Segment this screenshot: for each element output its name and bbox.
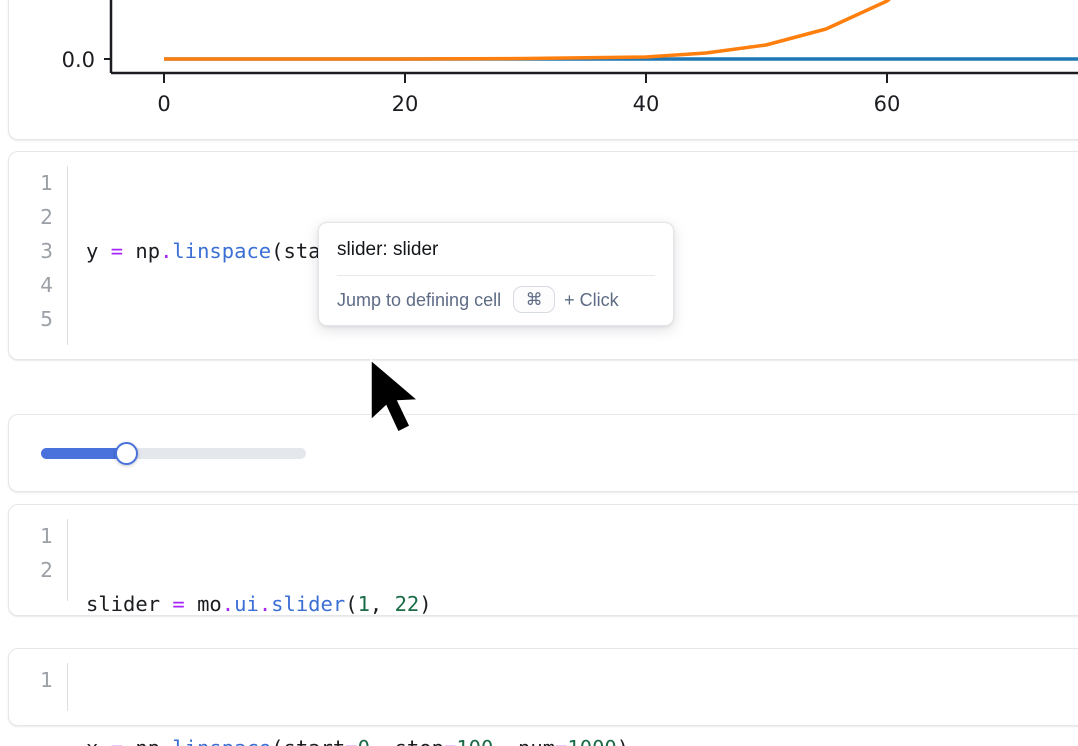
chart-svg: 0.0 0 20 40 60 bbox=[62, 0, 1078, 116]
line-number: 1 bbox=[40, 668, 53, 692]
mouse-cursor-icon bbox=[368, 358, 428, 441]
code-token: slider bbox=[271, 592, 346, 616]
command-key-badge: ⌘ bbox=[513, 286, 556, 313]
plot-output-cell[interactable]: 0.0 0 20 40 60 bbox=[8, 0, 1078, 140]
code-token: mo bbox=[184, 592, 222, 616]
slider-thumb[interactable] bbox=[114, 442, 138, 465]
code-token: . bbox=[221, 592, 235, 616]
line-number-gutter: 1 2 3 4 5 bbox=[9, 166, 67, 345]
code-editor-body[interactable]: x = np.linspace(start=0, stop=100, num=1… bbox=[67, 663, 629, 746]
tooltip-title: slider: slider bbox=[337, 239, 439, 260]
code-token: ) bbox=[617, 736, 629, 746]
line-number: 1 bbox=[40, 171, 53, 195]
line-number: 2 bbox=[40, 205, 53, 229]
tooltip-footer: Jump to defining cell ⌘ + Click bbox=[337, 286, 655, 313]
code-token: linspace bbox=[172, 736, 271, 746]
code-line[interactable]: x = np.linspace(start=0, stop=100, num=1… bbox=[86, 731, 629, 746]
code-cell-slider-def[interactable]: 1 2 slider = mo.ui.slider(1, 22) slider bbox=[8, 504, 1078, 718]
line-number: 5 bbox=[40, 307, 53, 331]
tooltip-divider bbox=[337, 275, 655, 276]
code-editor-body[interactable]: slider = mo.ui.slider(1, 22) slider bbox=[67, 519, 432, 718]
code-token: linspace bbox=[172, 239, 272, 263]
line-number: 3 bbox=[40, 239, 53, 263]
line-number: 1 bbox=[40, 524, 53, 548]
series-line-orange bbox=[164, 0, 892, 61]
cursor-arrow-icon bbox=[370, 358, 420, 434]
line-number-gutter: 1 2 bbox=[9, 519, 67, 601]
code-line[interactable] bbox=[86, 336, 629, 370]
line-number: 4 bbox=[40, 273, 53, 297]
variable-hover-tooltip: slider: slider Jump to defining cell ⌘ +… bbox=[318, 222, 674, 326]
x-tick-label-40: 40 bbox=[633, 92, 660, 116]
x-tick-label-0: 0 bbox=[157, 92, 170, 116]
code-token: (start bbox=[271, 736, 345, 746]
matplotlib-figure: 0.0 0 20 40 60 bbox=[9, 0, 1078, 139]
code-token: ( bbox=[345, 592, 358, 616]
code-token: ui bbox=[234, 592, 259, 616]
slider-track[interactable] bbox=[41, 448, 306, 459]
code-token: = bbox=[345, 736, 357, 746]
code-token: = bbox=[172, 592, 185, 616]
code-token: slider bbox=[86, 592, 173, 616]
x-tick-label-20: 20 bbox=[392, 92, 419, 116]
code-token: . bbox=[258, 592, 272, 616]
slider-output-cell[interactable] bbox=[8, 414, 1078, 492]
code-token: np bbox=[123, 736, 160, 746]
line-number-gutter: 1 bbox=[9, 663, 67, 711]
code-token: 22 bbox=[394, 592, 420, 616]
code-token: 0 bbox=[358, 736, 370, 746]
code-token: 100 bbox=[456, 736, 493, 746]
line-number: 2 bbox=[40, 558, 53, 582]
code-token: 1 bbox=[357, 592, 370, 616]
tooltip-plus-click: + Click bbox=[564, 289, 619, 310]
slider-widget[interactable] bbox=[41, 442, 306, 465]
code-token: , num bbox=[493, 736, 555, 746]
code-token: = bbox=[110, 239, 124, 263]
code-token: , stop bbox=[370, 736, 444, 746]
code-token: = bbox=[444, 736, 456, 746]
code-token: , bbox=[369, 592, 395, 616]
y-tick-label-0: 0.0 bbox=[62, 48, 95, 72]
code-cell-x-def[interactable]: 1 x = np.linspace(start=0, stop=100, num… bbox=[8, 648, 1078, 746]
code-token: y bbox=[86, 239, 111, 263]
code-token: 1000 bbox=[567, 736, 616, 746]
code-token: . bbox=[160, 736, 172, 746]
x-tick-label-60: 60 bbox=[874, 92, 901, 116]
tooltip-action-label: Jump to defining cell bbox=[337, 289, 502, 310]
code-token: x bbox=[86, 736, 111, 746]
code-token: np bbox=[123, 239, 161, 263]
code-line[interactable]: slider = mo.ui.slider(1, 22) bbox=[86, 587, 432, 621]
slider-fill bbox=[41, 448, 126, 459]
code-token: . bbox=[160, 239, 173, 263]
code-token: = bbox=[111, 736, 123, 746]
code-token: ) bbox=[419, 592, 432, 616]
code-token: = bbox=[555, 736, 567, 746]
